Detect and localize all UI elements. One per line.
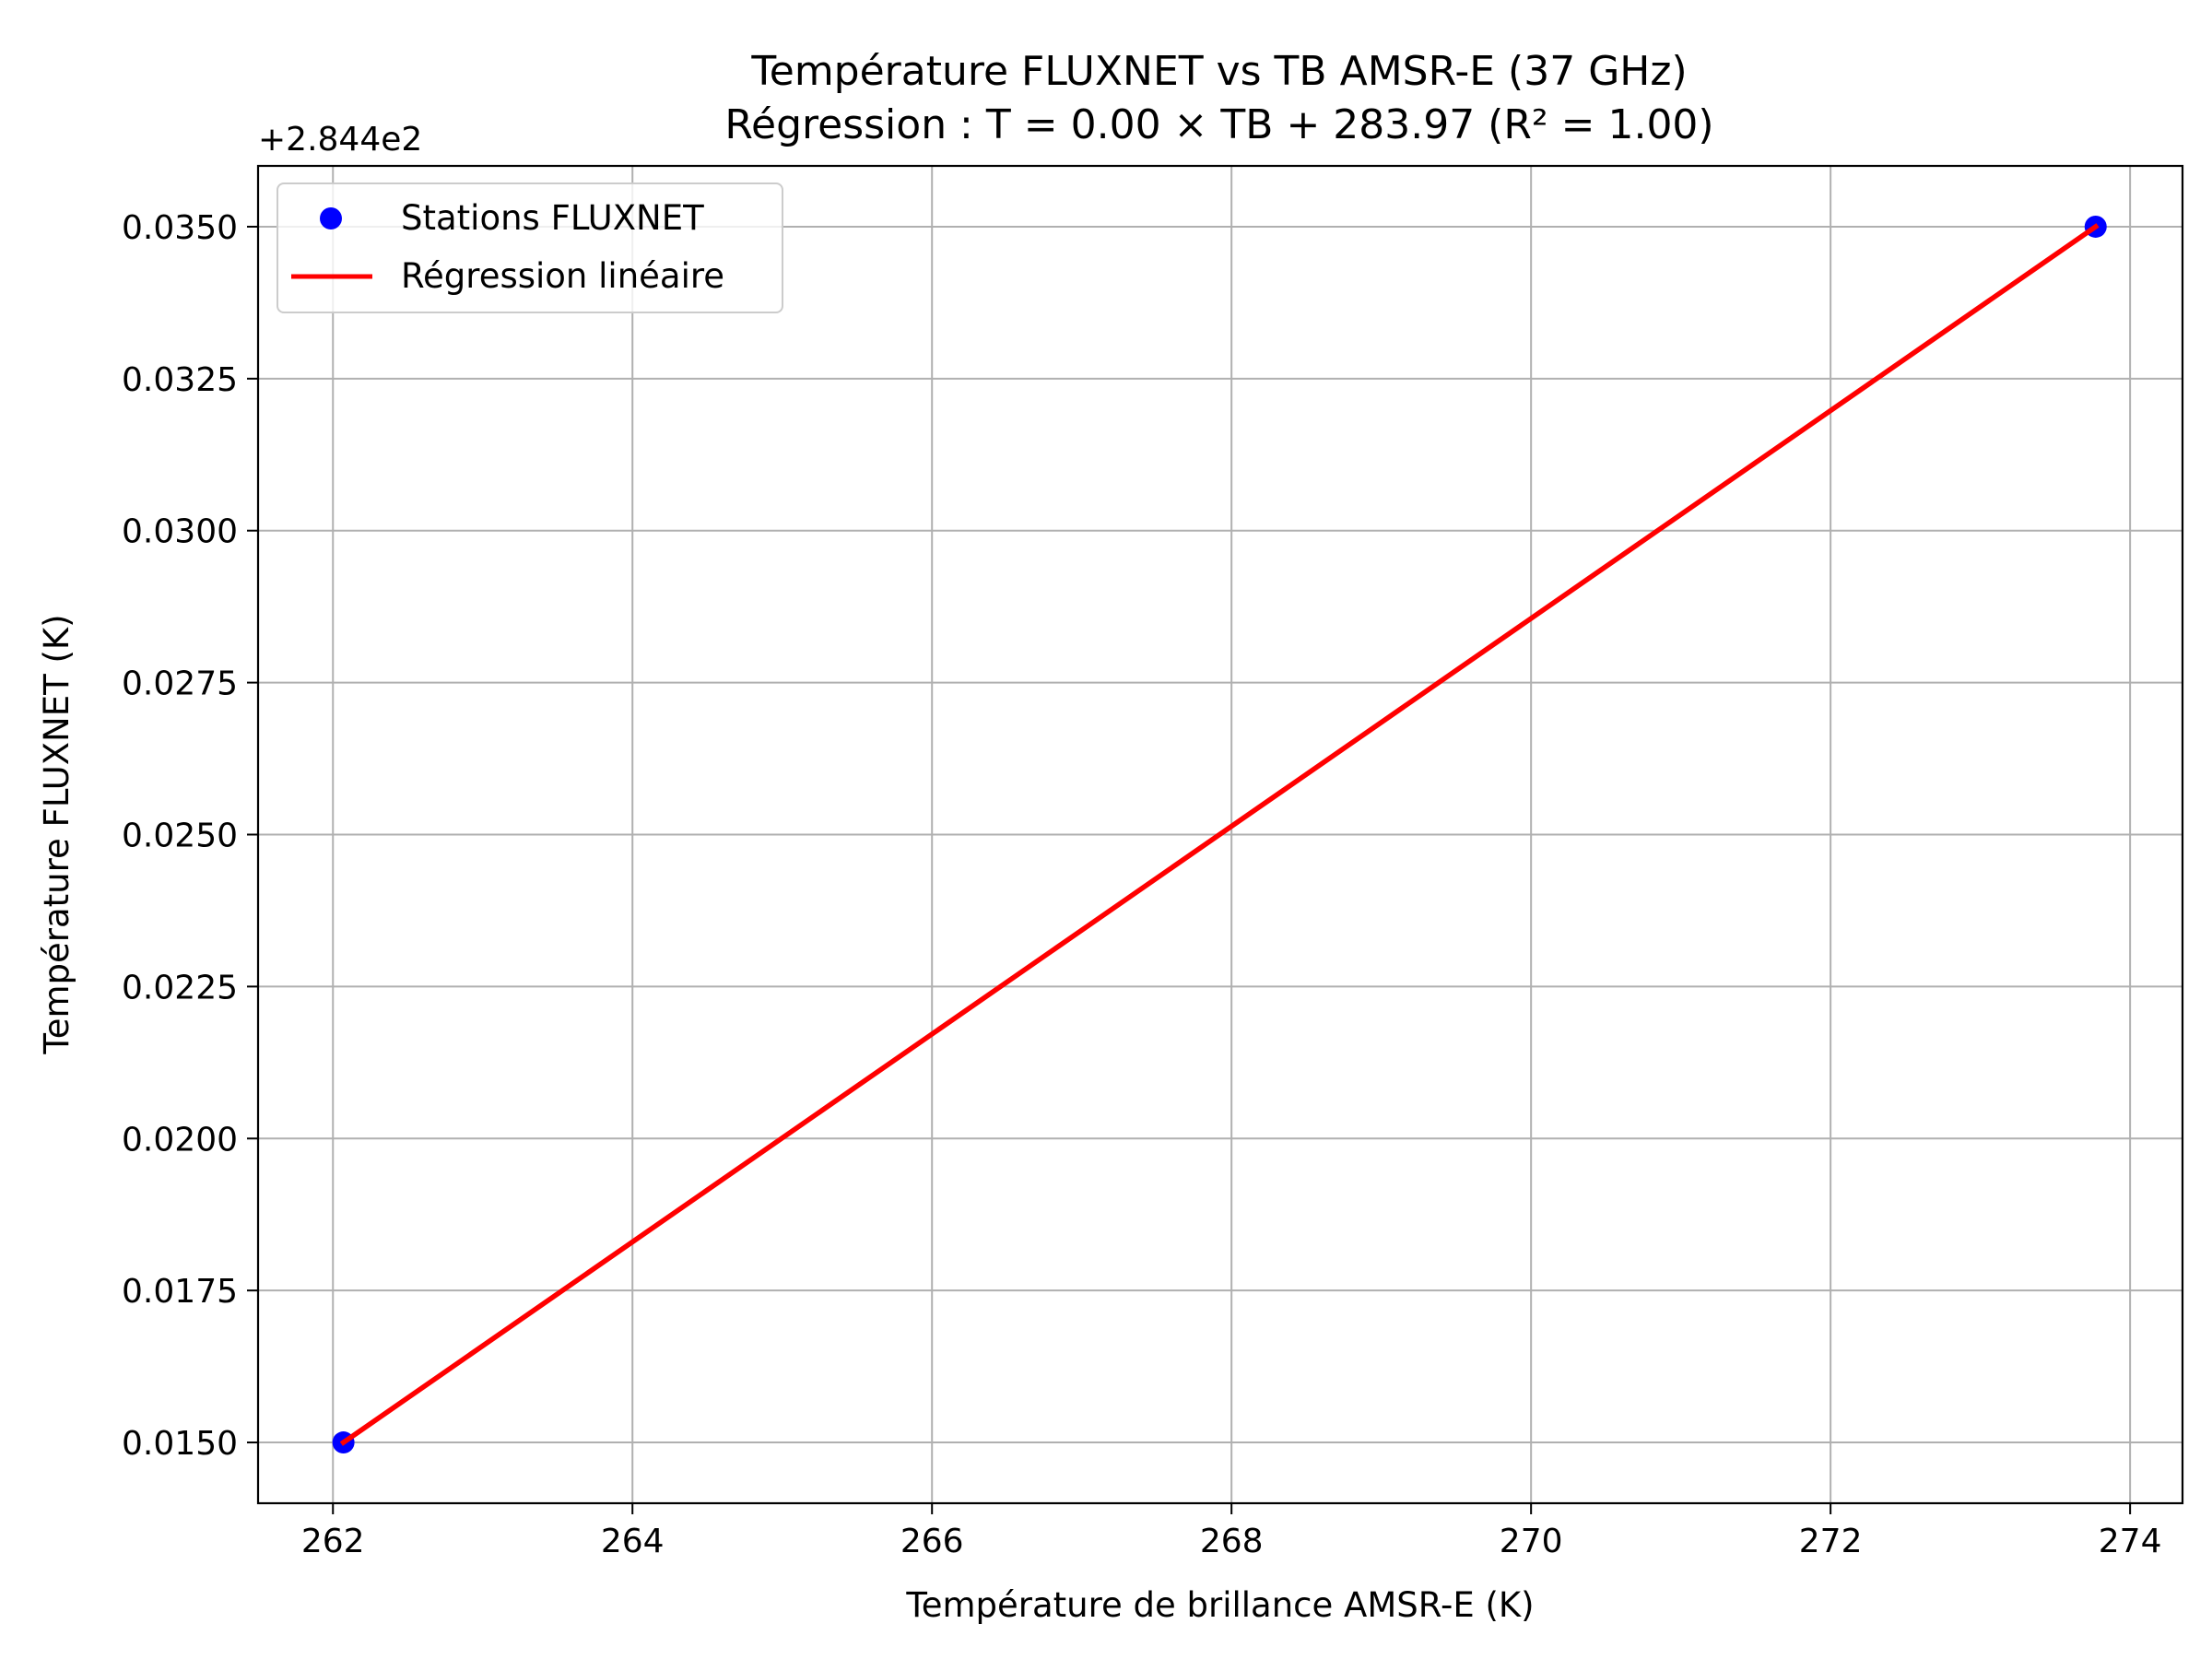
y-tick-label: 0.0200 <box>122 1121 238 1159</box>
x-tick-label: 268 <box>1200 1523 1264 1560</box>
y-tick-label: 0.0350 <box>122 209 238 247</box>
x-axis-label: Température de brillance AMSR-E (K) <box>905 1585 1534 1625</box>
x-tick-label: 264 <box>601 1523 665 1560</box>
legend-box <box>276 182 783 313</box>
x-tick-label: 262 <box>301 1523 365 1560</box>
y-axis-offset-label: +2.844e2 <box>258 121 422 159</box>
legend-label-stations: Stations FLUXNET <box>401 198 704 238</box>
x-tick-label: 272 <box>1799 1523 1863 1560</box>
y-tick-label: 0.0150 <box>122 1425 238 1463</box>
chart-subtitle: Régression : T = 0.00 × TB + 283.97 (R² … <box>724 101 1713 148</box>
y-tick-label: 0.0225 <box>122 969 238 1006</box>
y-tick-label: 0.0175 <box>122 1273 238 1311</box>
regression-line <box>339 223 2100 1446</box>
y-tick-label: 0.0300 <box>122 513 238 551</box>
legend-label-regression: Régression linéaire <box>401 256 724 296</box>
data-series <box>332 215 2107 1454</box>
plot-area-frame <box>256 164 2184 1505</box>
legend: Stations FLUXNET Régression linéaire <box>276 182 783 313</box>
chart-title: Température FLUXNET vs TB AMSR-E (37 GHz… <box>750 48 1687 95</box>
y-axis-label: Température FLUXNET (K) <box>37 614 76 1054</box>
x-tick-label: 270 <box>1500 1523 1563 1560</box>
y-tick-label: 0.0250 <box>122 818 238 855</box>
x-tick-label: 274 <box>2099 1523 2162 1560</box>
y-tick-label: 0.0275 <box>122 665 238 703</box>
axis-ticks: 262 264 266 268 270 272 274 0.0150 0.0175 0.0200 0… <box>122 209 2161 1560</box>
y-tick-label: 0.0325 <box>122 361 238 399</box>
x-tick-label: 266 <box>900 1523 964 1560</box>
legend-marker-stations <box>320 207 342 229</box>
grid-lines <box>258 166 2183 1503</box>
